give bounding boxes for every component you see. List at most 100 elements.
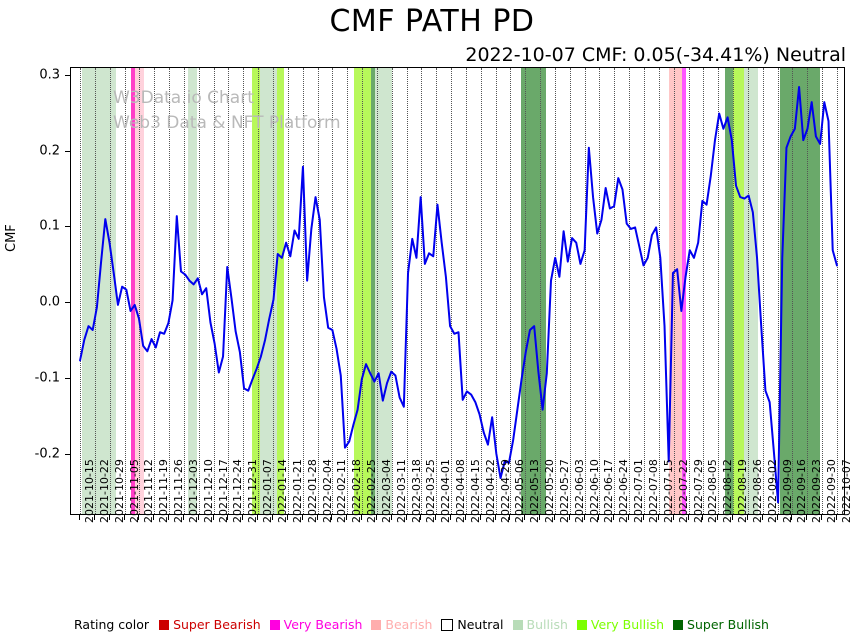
gridline-vertical <box>777 68 779 514</box>
x-tick-mark <box>331 515 333 520</box>
x-tick-label: 2021-12-17 <box>216 459 230 523</box>
gridline-vertical <box>762 68 764 514</box>
chart-plot-area <box>70 67 845 515</box>
rating-band <box>724 68 734 514</box>
y-tick-mark <box>65 226 70 228</box>
x-tick-mark <box>702 515 704 520</box>
x-tick-mark <box>657 515 659 520</box>
gridline-vertical <box>614 68 616 514</box>
gridline-vertical <box>332 68 334 514</box>
x-tick-mark <box>420 515 422 520</box>
x-tick-mark <box>227 515 229 520</box>
gridline-vertical <box>154 68 156 514</box>
legend-swatch-icon <box>673 619 684 630</box>
gridline-vertical <box>391 68 393 514</box>
x-tick-label: 2022-08-19 <box>736 459 750 523</box>
gridline-vertical <box>94 68 96 514</box>
gridline-vertical <box>792 68 794 514</box>
x-tick-label: 2022-09-30 <box>825 459 839 523</box>
x-tick-mark <box>494 515 496 520</box>
legend-swatch-icon <box>441 618 454 631</box>
x-tick-label: 2021-12-31 <box>246 459 260 523</box>
x-tick-mark <box>272 515 273 520</box>
gridline-vertical <box>658 68 660 514</box>
cmf-line-series <box>79 85 838 504</box>
gridline-vertical <box>569 68 571 514</box>
y-tick-mark <box>65 150 70 152</box>
legend-swatch-icon <box>269 619 280 630</box>
gridline-vertical <box>169 68 171 514</box>
x-tick-mark <box>821 515 823 520</box>
gridline-vertical <box>287 68 289 514</box>
x-tick-label: 2022-06-03 <box>572 459 586 523</box>
gridline-vertical <box>629 68 631 514</box>
legend-item-label: Bearish <box>385 617 433 632</box>
gridline-vertical <box>362 68 364 514</box>
gridline-vertical <box>465 68 467 514</box>
x-tick-mark <box>301 515 303 520</box>
x-tick-mark <box>687 515 689 520</box>
legend-swatch-icon <box>576 619 587 630</box>
x-tick-mark <box>212 515 214 520</box>
gridline-vertical <box>243 68 245 514</box>
x-tick-mark <box>361 515 363 520</box>
gridline-vertical <box>747 68 749 514</box>
x-tick-label: 2022-08-12 <box>721 459 735 523</box>
legend-lead-label: Rating color <box>74 617 150 632</box>
gridline-vertical <box>584 68 586 514</box>
x-tick-label: 2022-08-26 <box>750 459 764 523</box>
x-tick-mark <box>153 515 155 520</box>
x-tick-label: 2022-07-22 <box>676 459 690 523</box>
x-tick-mark <box>732 515 734 520</box>
y-tick-mark <box>65 454 70 456</box>
x-tick-mark <box>628 515 630 520</box>
x-tick-mark <box>613 515 615 520</box>
x-tick-mark <box>138 515 140 520</box>
x-tick-label: 2022-03-11 <box>394 459 408 523</box>
x-tick-label: 2021-11-26 <box>172 459 186 523</box>
x-tick-mark <box>806 515 808 520</box>
x-tick-mark <box>583 515 585 520</box>
x-tick-mark <box>761 515 763 520</box>
x-tick-label: 2022-04-22 <box>483 459 497 523</box>
y-tick-mark <box>65 378 70 380</box>
gridline-vertical <box>376 68 378 514</box>
legend-item-label: Very Bullish <box>590 617 665 632</box>
legend-swatch-icon <box>371 619 382 630</box>
rating-band <box>251 68 261 514</box>
x-tick-mark <box>539 515 541 520</box>
x-tick-mark <box>390 515 392 520</box>
gridline-vertical <box>718 68 720 514</box>
legend-swatch-icon <box>512 619 523 630</box>
x-tick-mark <box>242 515 244 520</box>
x-tick-mark <box>375 515 377 520</box>
rating-band <box>188 68 197 514</box>
y-tick-label: -0.2 <box>34 446 60 462</box>
x-tick-label: 2022-02-11 <box>335 459 349 523</box>
rating-band <box>669 68 683 514</box>
x-tick-label: 2022-10-07 <box>839 459 853 523</box>
x-tick-mark <box>553 515 555 520</box>
x-tick-mark <box>776 515 778 520</box>
gridline-vertical <box>451 68 453 514</box>
x-tick-mark <box>835 515 837 520</box>
x-tick-mark <box>79 515 81 520</box>
legend-item: Super Bullish <box>673 617 769 632</box>
y-tick-label: 0.1 <box>39 218 60 234</box>
gridline-vertical <box>421 68 423 514</box>
gridline-vertical <box>109 68 111 514</box>
gridline-vertical <box>554 68 556 514</box>
gridline-vertical <box>836 68 838 514</box>
x-tick-label: 2021-12-10 <box>201 459 215 523</box>
x-tick-label: 2022-03-25 <box>424 459 438 523</box>
x-tick-label: 2021-11-19 <box>157 459 171 523</box>
legend-item: Super Bearish <box>159 617 261 632</box>
x-tick-label: 2022-02-04 <box>320 459 334 523</box>
gridline-vertical <box>807 68 809 514</box>
legend-item: Bullish <box>512 617 568 632</box>
x-tick-mark <box>672 515 674 520</box>
gridline-vertical <box>540 68 542 514</box>
x-tick-mark <box>450 515 452 520</box>
gridline-vertical <box>733 68 735 514</box>
legend-swatch-icon <box>159 619 170 630</box>
